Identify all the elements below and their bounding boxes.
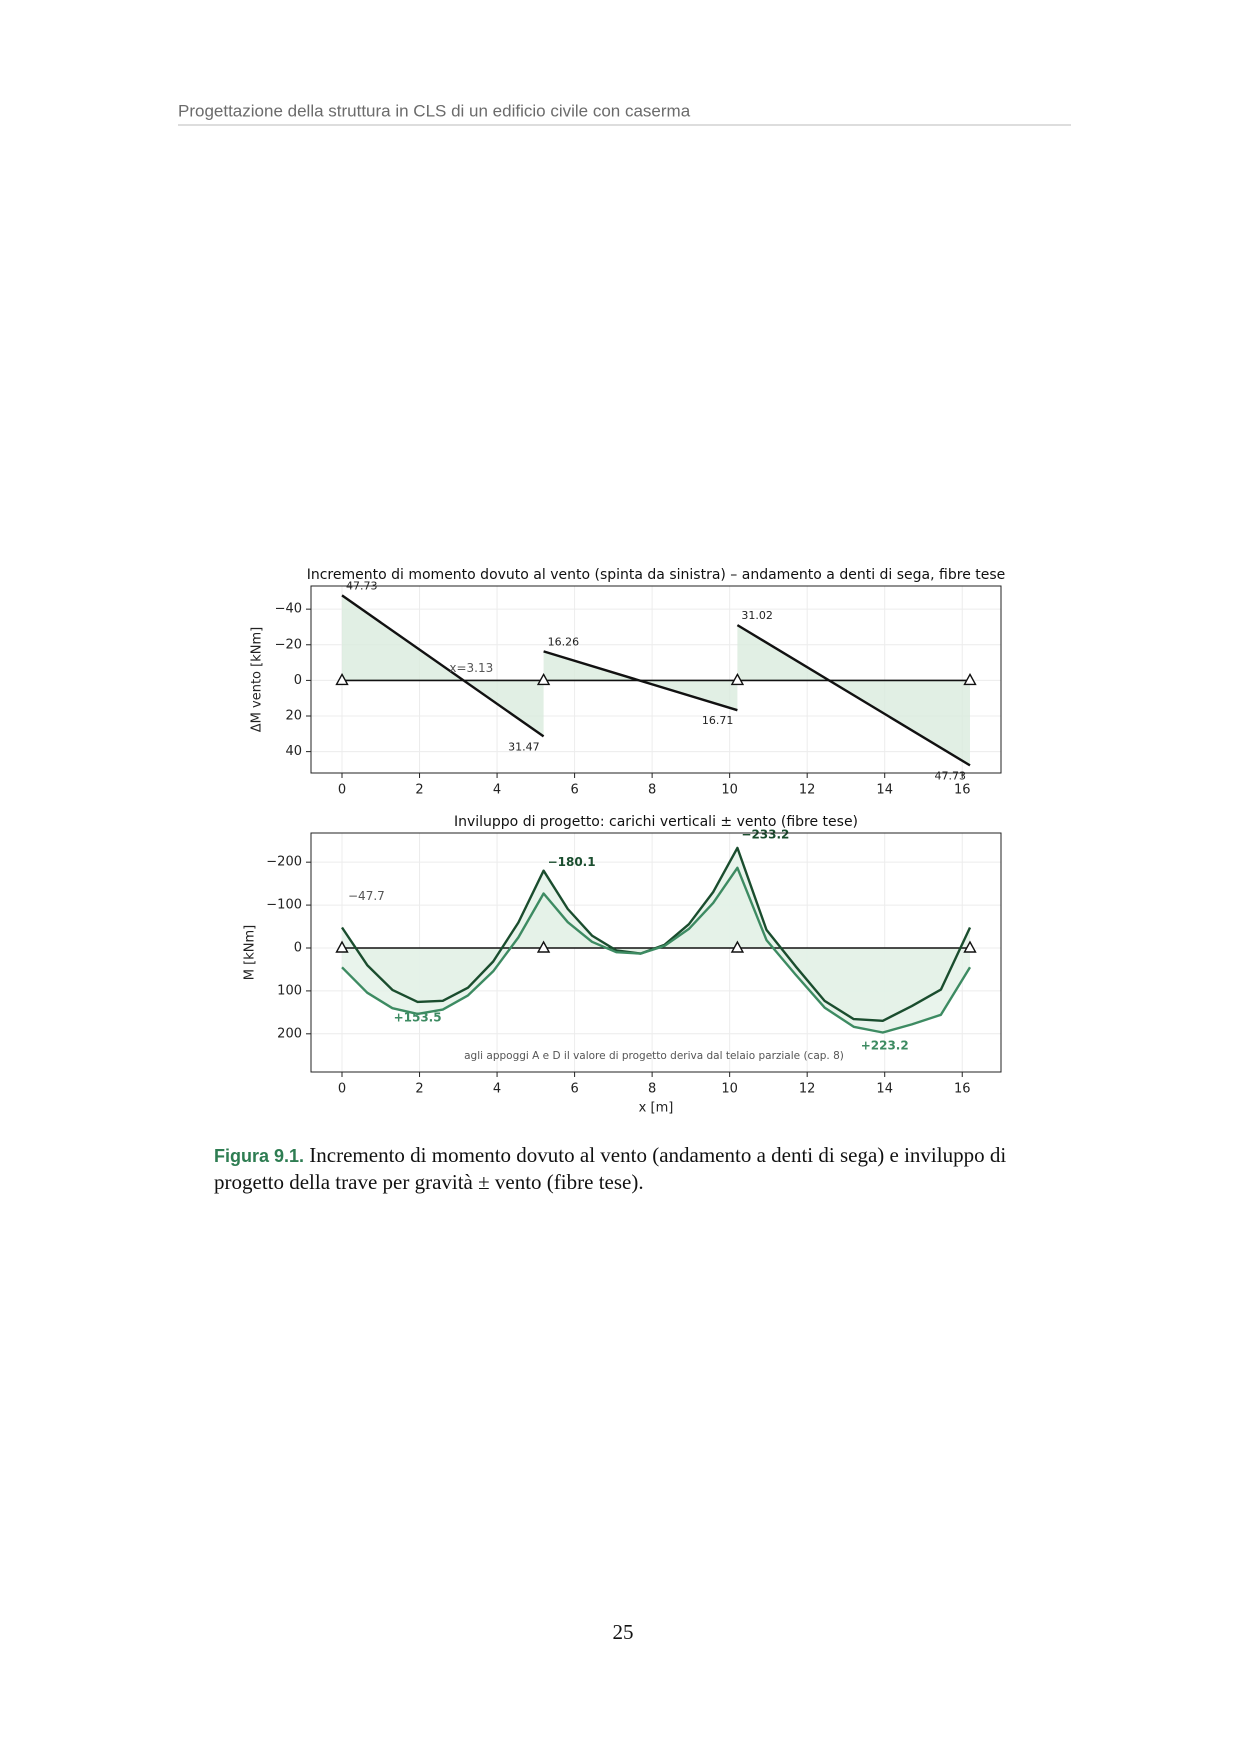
x-tick-label: 16: [954, 1082, 971, 1097]
x-tick-label: 10: [721, 783, 738, 798]
y-tick-label: 200: [277, 1026, 302, 1041]
y-tick-label: 40: [285, 744, 302, 759]
x-tick-label: 14: [876, 783, 893, 798]
x-tick-label: 6: [570, 1082, 578, 1097]
support: [335, 940, 349, 953]
y-tick-label: 0: [294, 940, 302, 955]
figure-caption: Figura 9.1. Incremento di momento dovuto…: [214, 1142, 1044, 1195]
x-tick-label: 8: [648, 1082, 656, 1097]
caption-label: Figura 9.1.: [214, 1146, 305, 1166]
x-tick-label: 12: [799, 1082, 816, 1097]
x-axis-label: x [m]: [639, 1101, 674, 1116]
value-label: 16.26: [548, 635, 580, 648]
x-tick-label: 0: [338, 1082, 346, 1097]
value-label: 16.71: [702, 714, 734, 727]
support: [963, 940, 977, 953]
annotation: x=3.13: [449, 661, 493, 675]
annotation: −180.1: [548, 855, 596, 869]
y-axis-label: ΔM vento [kNm]: [250, 627, 265, 732]
x-tick-label: 4: [493, 783, 501, 798]
annotation: +153.5: [394, 1010, 442, 1024]
moment-line: [736, 624, 971, 767]
support: [335, 672, 349, 686]
chart-title: Incremento di momento dovuto al vento (s…: [307, 567, 1006, 583]
y-tick-label: −200: [266, 855, 302, 870]
x-tick-label: 12: [799, 783, 816, 798]
x-tick-label: 8: [648, 783, 656, 798]
value-label: 31.47: [508, 740, 540, 753]
support: [536, 672, 551, 686]
support: [536, 940, 551, 953]
x-tick-label: 14: [876, 1082, 893, 1097]
chart-note: agli appoggi A e D il valore di progetto…: [464, 1050, 844, 1062]
support: [963, 672, 977, 686]
y-tick-label: −40: [275, 602, 302, 617]
x-tick-label: 0: [338, 783, 346, 798]
y-tick-label: 100: [277, 983, 302, 998]
plot-frame: [310, 832, 1002, 1073]
x-tick-label: 6: [570, 783, 578, 798]
chart-title: Inviluppo di progetto: carichi verticali…: [454, 814, 858, 830]
caption-text: Incremento di momento dovuto al vento (a…: [214, 1143, 1007, 1194]
moment-line: [543, 650, 738, 712]
annotation: +223.2: [861, 1038, 909, 1052]
value-label: 31.02: [741, 609, 773, 622]
moment-line: [341, 594, 545, 738]
annotation: −233.2: [741, 827, 789, 841]
y-tick-label: −100: [266, 898, 302, 913]
support: [730, 940, 745, 953]
moment-line: [341, 866, 972, 1034]
x-tick-label: 2: [415, 1082, 423, 1097]
page-number: 25: [612, 1620, 634, 1644]
plot-frame: [310, 585, 1002, 774]
running-header: Progettazione della struttura in CLS di …: [178, 101, 691, 120]
x-tick-label: 16: [954, 783, 971, 798]
y-tick-label: −20: [275, 637, 302, 652]
y-axis-label: M [kNm]: [243, 925, 258, 980]
value-label: 47.73: [934, 769, 966, 782]
area-fill: [342, 867, 970, 1033]
y-tick-label: 0: [294, 673, 302, 688]
support: [730, 672, 745, 686]
x-tick-label: 10: [721, 1082, 738, 1097]
x-tick-label: 2: [415, 783, 423, 798]
x-tick-label: 4: [493, 1082, 501, 1097]
annotation: −47.7: [348, 889, 385, 903]
y-tick-label: 20: [285, 709, 302, 724]
